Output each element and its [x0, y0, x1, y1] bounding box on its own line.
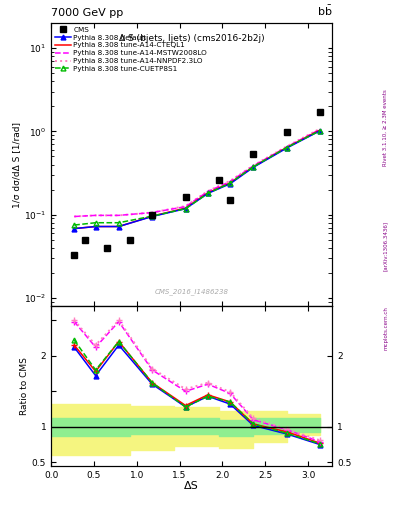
CMS: [105, 245, 109, 251]
Pythia 8.308 default: [72, 225, 77, 231]
Pythia 8.308 tune-A14-MSTW2008LO: [284, 144, 289, 150]
Pythia 8.308 tune-A14-MSTW2008LO: [228, 179, 233, 185]
Pythia 8.308 tune-A14-NNPDF2.3LO: [206, 188, 210, 194]
Pythia 8.308 tune-CUETP8S1: [318, 127, 322, 134]
Pythia 8.308 tune-A14-MSTW2008LO: [116, 212, 121, 219]
CMS: [284, 129, 289, 135]
CMS: [228, 198, 233, 204]
CMS: [217, 177, 221, 183]
Pythia 8.308 tune-CUETP8S1: [251, 164, 255, 170]
Line: Pythia 8.308 default: Pythia 8.308 default: [72, 128, 323, 231]
Legend: CMS, Pythia 8.308 default, Pythia 8.308 tune-A14-CTEQL1, Pythia 8.308 tune-A14-M: CMS, Pythia 8.308 default, Pythia 8.308 …: [53, 25, 209, 73]
Line: CMS: CMS: [71, 109, 323, 258]
Pythia 8.308 tune-A14-NNPDF2.3LO: [93, 212, 98, 219]
Pythia 8.308 tune-A14-CTEQL1: [183, 205, 188, 211]
Pythia 8.308 tune-A14-CTEQL1: [206, 190, 210, 196]
CMS: [183, 194, 188, 200]
Text: mcplots.cern.ch: mcplots.cern.ch: [383, 306, 388, 350]
CMS: [128, 237, 132, 243]
Pythia 8.308 default: [183, 206, 188, 212]
Pythia 8.308 tune-A14-NNPDF2.3LO: [183, 203, 188, 209]
Line: Pythia 8.308 tune-CUETP8S1: Pythia 8.308 tune-CUETP8S1: [72, 128, 323, 227]
Pythia 8.308 tune-A14-NNPDF2.3LO: [318, 125, 322, 132]
Text: b$\mathregular{\bar{b}}$: b$\mathregular{\bar{b}}$: [317, 4, 332, 18]
Text: [arXiv:1306.3436]: [arXiv:1306.3436]: [383, 221, 388, 271]
Line: Pythia 8.308 tune-A14-MSTW2008LO: Pythia 8.308 tune-A14-MSTW2008LO: [74, 129, 320, 217]
Pythia 8.308 tune-A14-CTEQL1: [72, 225, 77, 231]
Pythia 8.308 tune-A14-NNPDF2.3LO: [150, 209, 154, 216]
Pythia 8.308 tune-A14-CTEQL1: [93, 223, 98, 229]
Pythia 8.308 tune-A14-CTEQL1: [228, 180, 233, 186]
Pythia 8.308 tune-A14-CTEQL1: [116, 223, 121, 229]
Text: Δ S (bjets, ljets) (cms2016-2b2j): Δ S (bjets, ljets) (cms2016-2b2j): [119, 34, 264, 44]
Text: Rivet 3.1.10, ≥ 2.3M events: Rivet 3.1.10, ≥ 2.3M events: [383, 90, 388, 166]
Pythia 8.308 tune-CUETP8S1: [150, 213, 154, 219]
CMS: [150, 211, 154, 218]
Pythia 8.308 tune-A14-CTEQL1: [150, 213, 154, 219]
Pythia 8.308 tune-A14-MSTW2008LO: [150, 209, 154, 216]
Pythia 8.308 default: [228, 181, 233, 187]
Text: CMS_2016_I1486238: CMS_2016_I1486238: [154, 288, 229, 295]
Pythia 8.308 tune-A14-MSTW2008LO: [251, 163, 255, 169]
Pythia 8.308 tune-CUETP8S1: [206, 190, 210, 197]
Pythia 8.308 tune-CUETP8S1: [183, 206, 188, 212]
Pythia 8.308 tune-A14-NNPDF2.3LO: [284, 143, 289, 150]
Pythia 8.308 tune-CUETP8S1: [284, 144, 289, 151]
Y-axis label: 1/σ dσ/dΔ S [1/rad]: 1/σ dσ/dΔ S [1/rad]: [12, 121, 21, 207]
Pythia 8.308 default: [206, 190, 210, 197]
Text: 7000 GeV pp: 7000 GeV pp: [51, 8, 123, 18]
Line: Pythia 8.308 tune-A14-CTEQL1: Pythia 8.308 tune-A14-CTEQL1: [74, 130, 320, 228]
Pythia 8.308 tune-CUETP8S1: [228, 180, 233, 186]
Pythia 8.308 default: [116, 223, 121, 229]
Pythia 8.308 default: [150, 214, 154, 220]
Pythia 8.308 tune-A14-CTEQL1: [318, 127, 322, 133]
Pythia 8.308 tune-A14-MSTW2008LO: [206, 188, 210, 195]
Pythia 8.308 tune-A14-NNPDF2.3LO: [72, 214, 77, 220]
Pythia 8.308 tune-CUETP8S1: [72, 222, 77, 228]
Pythia 8.308 tune-CUETP8S1: [116, 220, 121, 226]
Pythia 8.308 tune-A14-NNPDF2.3LO: [251, 162, 255, 168]
CMS: [72, 252, 77, 258]
Pythia 8.308 tune-A14-MSTW2008LO: [93, 212, 98, 219]
X-axis label: ΔS: ΔS: [184, 481, 199, 491]
Pythia 8.308 tune-A14-CTEQL1: [284, 144, 289, 151]
CMS: [318, 109, 322, 115]
CMS: [251, 151, 255, 157]
Pythia 8.308 tune-A14-MSTW2008LO: [72, 214, 77, 220]
Pythia 8.308 tune-A14-MSTW2008LO: [183, 203, 188, 209]
Pythia 8.308 tune-A14-MSTW2008LO: [318, 126, 322, 132]
Pythia 8.308 tune-A14-NNPDF2.3LO: [228, 178, 233, 184]
CMS: [82, 237, 87, 243]
Line: Pythia 8.308 tune-A14-NNPDF2.3LO: Pythia 8.308 tune-A14-NNPDF2.3LO: [74, 129, 320, 217]
Pythia 8.308 default: [284, 145, 289, 151]
Pythia 8.308 default: [318, 127, 322, 134]
Pythia 8.308 default: [93, 223, 98, 229]
Pythia 8.308 tune-A14-CTEQL1: [251, 164, 255, 170]
Pythia 8.308 tune-CUETP8S1: [93, 220, 98, 226]
Pythia 8.308 tune-A14-NNPDF2.3LO: [116, 212, 121, 219]
Y-axis label: Ratio to CMS: Ratio to CMS: [20, 357, 29, 415]
Pythia 8.308 default: [251, 164, 255, 170]
